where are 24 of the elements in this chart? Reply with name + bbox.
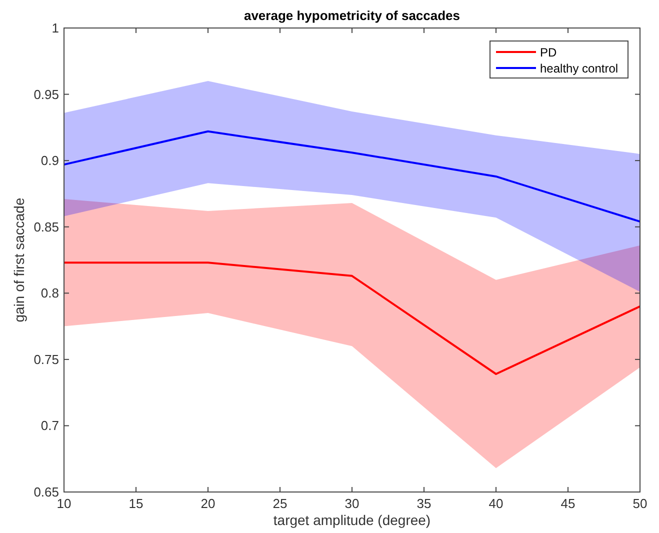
chart-title: average hypometricity of saccades	[244, 8, 460, 23]
y-tick-label: 0.7	[40, 418, 59, 434]
x-tick-label: 10	[56, 496, 72, 511]
x-tick-label: 20	[200, 496, 216, 511]
y-tick-label: 0.85	[34, 219, 59, 234]
y-tick-label: 0.75	[34, 352, 59, 367]
y-tick-label: 0.9	[40, 153, 59, 168]
y-axis-title: gain of first saccade	[11, 198, 27, 322]
x-axis-title: target amplitude (degree)	[273, 512, 431, 528]
x-tick-label: 50	[632, 496, 648, 511]
y-tick-label: 0.8	[40, 286, 59, 301]
legend-label: healthy control	[540, 62, 618, 76]
x-tick-label: 45	[560, 496, 576, 511]
y-tick-label: 0.65	[34, 484, 59, 500]
y-tick-label: 0.95	[34, 86, 59, 102]
x-tick-label: 30	[344, 496, 360, 511]
x-tick-label: 15	[128, 496, 144, 511]
legend-label: PD	[540, 46, 558, 60]
line-series	[63, 130, 641, 223]
x-tick-label: 40	[488, 496, 504, 511]
x-tick-label: 35	[416, 496, 432, 511]
y-tick-label: 1	[52, 20, 59, 36]
x-tick-label: 25	[272, 496, 288, 511]
line-series	[63, 262, 641, 376]
